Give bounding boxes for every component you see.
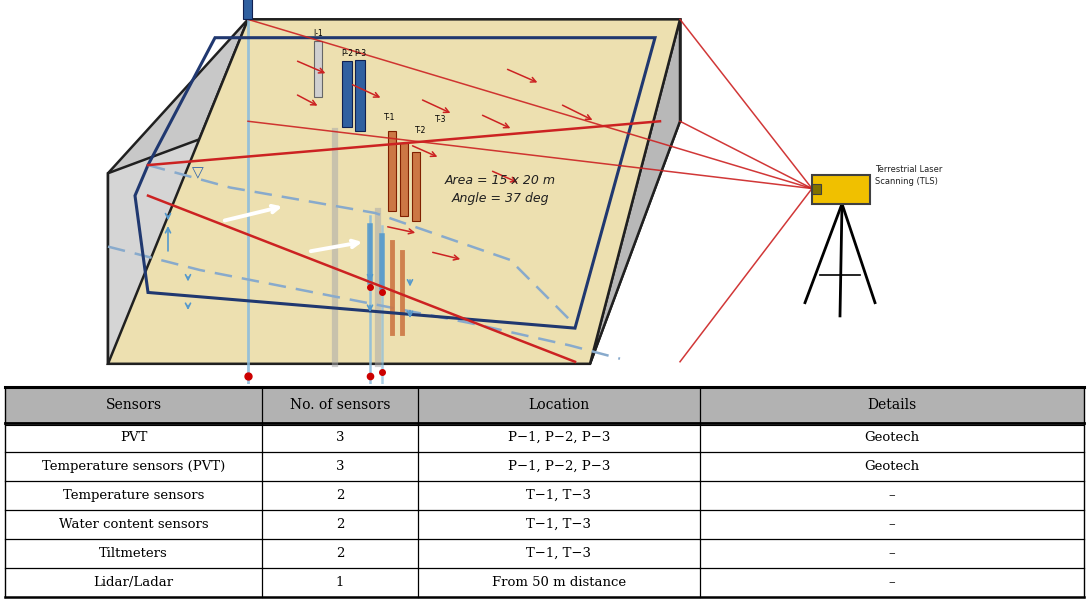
Text: T-3: T-3 [435, 116, 446, 124]
Text: From 50 m distance: From 50 m distance [492, 576, 626, 589]
Bar [314, 41, 322, 97]
Polygon shape [590, 19, 680, 364]
Text: Temperature sensors: Temperature sensors [63, 489, 205, 502]
Text: T-1: T-1 [384, 113, 395, 122]
Text: P-3: P-3 [354, 49, 366, 58]
Text: 3: 3 [335, 431, 344, 444]
Text: T−1, T−3: T−1, T−3 [526, 518, 591, 531]
Text: No. of sensors: No. of sensors [290, 398, 390, 412]
Text: –: – [889, 518, 895, 531]
Polygon shape [108, 121, 680, 364]
Text: P−1, P−2, P−3: P−1, P−2, P−3 [507, 431, 610, 444]
Text: 1: 1 [335, 576, 344, 589]
Bar [342, 61, 352, 128]
Text: T-2: T-2 [415, 125, 427, 134]
Text: Area = 15 x 20 m: Area = 15 x 20 m [444, 174, 555, 187]
Text: P−1, P−2, P−3: P−1, P−2, P−3 [507, 460, 610, 473]
Text: Temperature sensors (PVT): Temperature sensors (PVT) [41, 460, 225, 473]
Text: Terrestrial Laser
Scanning (TLS): Terrestrial Laser Scanning (TLS) [874, 165, 942, 186]
Text: PVT: PVT [120, 431, 147, 444]
Text: ▽: ▽ [192, 166, 204, 181]
Bar [812, 175, 870, 204]
Text: 2: 2 [335, 518, 344, 531]
Text: Sensors: Sensors [106, 398, 161, 412]
Text: I-1: I-1 [314, 28, 322, 38]
Text: Details: Details [867, 398, 917, 412]
Text: –: – [889, 547, 895, 560]
Bar [812, 185, 821, 194]
Text: Angle = 37 deg: Angle = 37 deg [451, 192, 549, 205]
Bar [400, 143, 408, 216]
Text: T−1, T−3: T−1, T−3 [526, 489, 591, 502]
Text: Tiltmeters: Tiltmeters [99, 547, 168, 560]
Text: Lidar/Ladar: Lidar/Ladar [94, 576, 173, 589]
Text: –: – [889, 489, 895, 502]
Polygon shape [108, 19, 680, 364]
Text: 2: 2 [335, 489, 344, 502]
Text: –: – [889, 576, 895, 589]
Text: Geotech: Geotech [865, 431, 919, 444]
Text: Geotech: Geotech [865, 460, 919, 473]
Polygon shape [248, 19, 680, 121]
Bar [388, 131, 396, 211]
Bar [412, 152, 420, 221]
Text: 3: 3 [335, 460, 344, 473]
Text: Water content sensors: Water content sensors [59, 518, 208, 531]
Text: 2: 2 [335, 547, 344, 560]
Text: T−1, T−3: T−1, T−3 [526, 547, 591, 560]
Text: P-2: P-2 [341, 49, 353, 58]
Bar [355, 60, 365, 131]
Bar [243, 0, 252, 19]
Text: Location: Location [528, 398, 589, 412]
Polygon shape [108, 19, 248, 364]
Bar [5, 387, 1084, 423]
